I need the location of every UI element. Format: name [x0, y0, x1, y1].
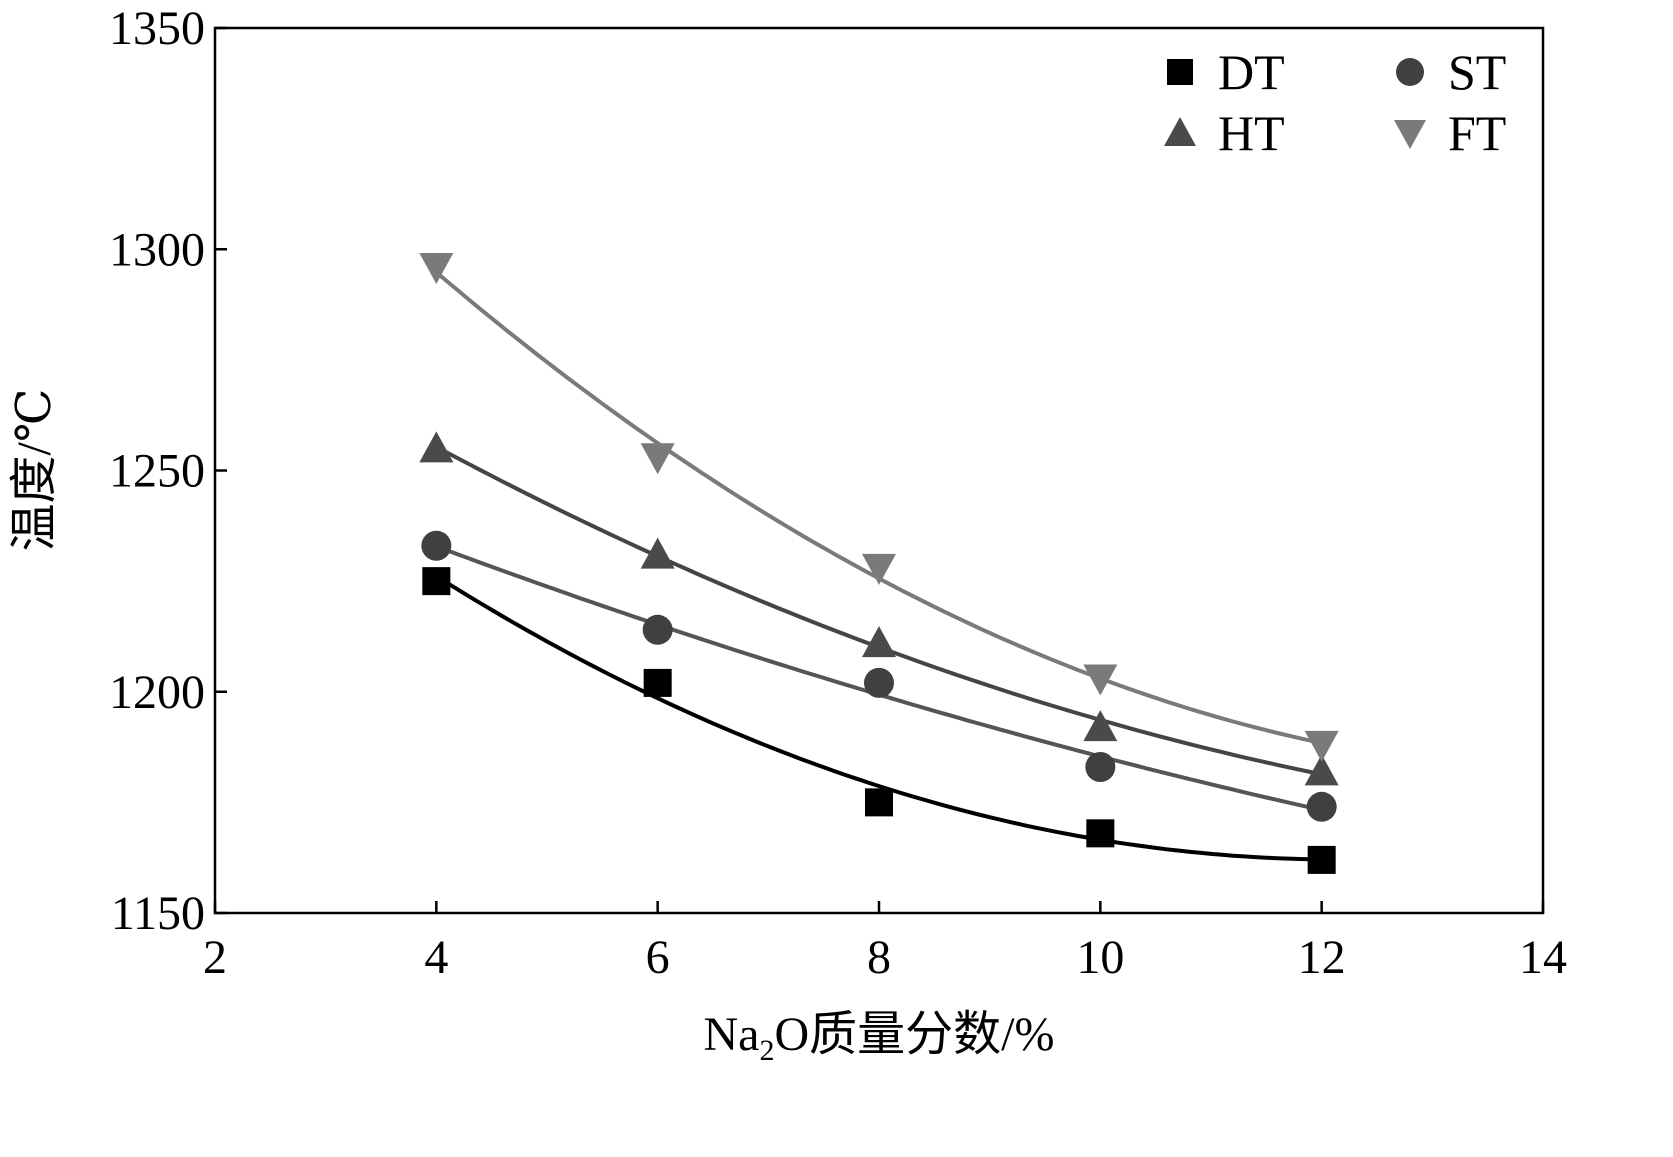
x-tick-label: 6: [646, 931, 670, 984]
data-point-ft: [862, 553, 896, 585]
x-tick-label: 4: [424, 931, 448, 984]
y-tick-label: 1200: [109, 666, 205, 719]
legend-marker-ht: [1164, 117, 1196, 146]
legend: DT ST HT FT: [1164, 44, 1506, 161]
data-point-st: [1306, 791, 1337, 822]
trend-curve-dt: [435, 574, 1322, 862]
x-axis-label: Na2O质量分数/%: [704, 1008, 1055, 1067]
x-tick-label: 12: [1298, 931, 1346, 984]
legend-label-ft: FT: [1448, 105, 1506, 161]
y-tick-label: 1350: [109, 2, 205, 55]
y-axis-label: 温度/℃: [8, 388, 61, 551]
data-point-ht: [1083, 710, 1118, 742]
x-tick-label: 14: [1519, 931, 1567, 984]
x-axis-label-subscript: 2: [759, 1034, 774, 1067]
data-point-ht: [1304, 754, 1339, 786]
legend-marker-st: [1396, 58, 1424, 86]
x-axis-label-prefix: Na: [704, 1008, 760, 1061]
data-point-st: [642, 614, 673, 645]
data-point-ft: [1304, 730, 1339, 762]
data-point-ht: [862, 626, 896, 658]
data-point-dt: [1086, 819, 1115, 848]
data-point-dt: [865, 788, 893, 817]
data-point-ft: [1083, 664, 1118, 696]
x-tick-label: 8: [867, 931, 891, 984]
data-point-ft: [419, 252, 454, 284]
legend-label-dt: DT: [1218, 44, 1285, 100]
data-point-ht: [640, 537, 675, 569]
trend-curve-ht: [435, 445, 1323, 777]
legend-label-ht: HT: [1218, 105, 1285, 161]
legend-marker-ft: [1394, 120, 1426, 149]
data-point-ht: [419, 431, 454, 463]
axis-ticks: 2 4 6 8 10 12 14 1150 1200 1250 1300 1350: [109, 2, 1567, 984]
data-point-st: [864, 667, 894, 698]
y-tick-label: 1150: [111, 887, 205, 940]
data-point-dt: [643, 668, 672, 697]
y-tick-label: 1300: [109, 223, 205, 276]
legend-marker-dt: [1167, 59, 1193, 85]
y-tick-label: 1250: [109, 445, 205, 498]
data-point-dt: [1307, 845, 1336, 874]
x-tick-label: 2: [203, 931, 227, 984]
x-axis-label-suffix: O质量分数/%: [774, 1008, 1054, 1061]
legend-label-st: ST: [1448, 44, 1506, 100]
plot-frame: [213, 26, 1545, 915]
data-markers: [419, 252, 1339, 874]
data-point-ft: [640, 443, 675, 475]
x-tick-label: 10: [1076, 931, 1124, 984]
data-point-st: [421, 530, 452, 561]
data-point-dt: [422, 567, 451, 596]
data-point-st: [1085, 751, 1116, 782]
